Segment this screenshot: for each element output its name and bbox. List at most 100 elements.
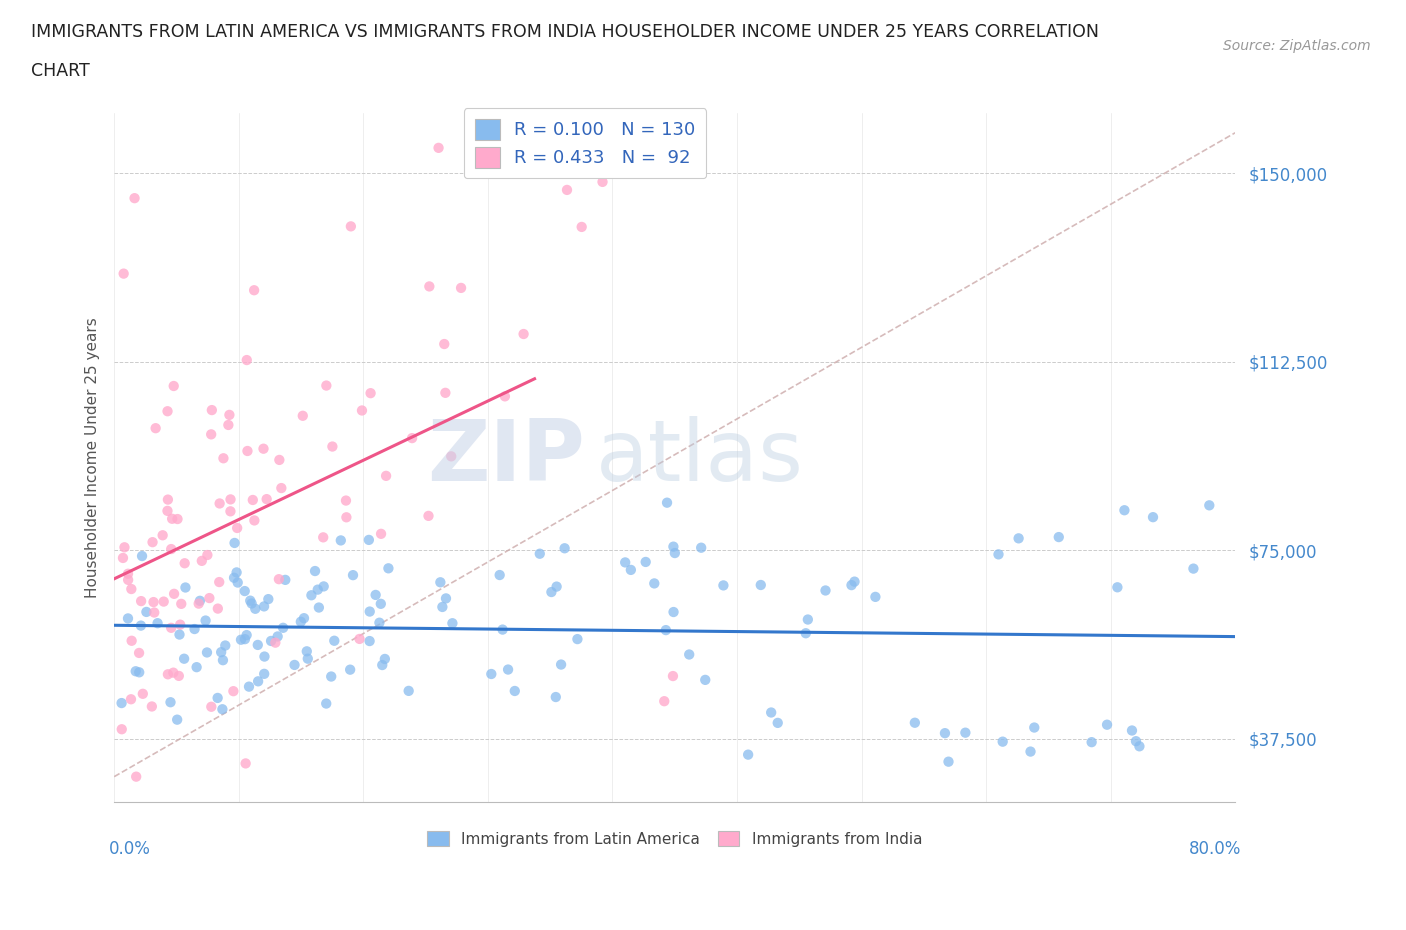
Point (321, 439, 343, 454)
Point (283, 658, 305, 672)
Point (156, 404, 179, 418)
Point (117, 611, 139, 626)
Point (441, 616, 464, 631)
Point (194, 613, 217, 628)
Point (173, 556, 195, 571)
Point (335, 510, 357, 525)
Point (290, 615, 312, 630)
Point (257, 591, 280, 606)
Point (307, 582, 329, 597)
Point (117, 566, 139, 581)
Point (160, 512, 183, 526)
Point (491, 622, 513, 637)
Point (991, 734, 1014, 749)
Point (794, 626, 817, 641)
Point (546, 579, 568, 594)
Point (496, 662, 519, 677)
Point (267, 572, 290, 587)
Point (253, 599, 276, 614)
Point (129, 618, 152, 633)
Point (162, 665, 184, 680)
Point (142, 594, 165, 609)
Text: ZIP: ZIP (427, 416, 585, 498)
Point (235, 628, 257, 643)
Point (163, 379, 186, 393)
Point (1007, 531, 1029, 546)
Point (432, 600, 454, 615)
Point (236, 352, 259, 367)
Point (125, 664, 148, 679)
Point (643, 576, 665, 591)
Point (233, 631, 256, 646)
Text: 0.0%: 0.0% (108, 840, 150, 857)
Point (173, 651, 195, 666)
Point (1019, 744, 1042, 759)
Point (371, 658, 394, 672)
Point (664, 546, 686, 561)
Point (235, 756, 257, 771)
Point (229, 632, 252, 647)
Point (224, 536, 246, 551)
Point (1080, 735, 1102, 750)
Point (655, 623, 678, 638)
Point (374, 652, 396, 667)
Point (370, 596, 392, 611)
Point (207, 601, 229, 616)
Point (152, 528, 174, 543)
Point (209, 644, 232, 659)
Point (938, 754, 960, 769)
Point (297, 651, 319, 666)
Point (117, 573, 139, 588)
Point (195, 548, 218, 563)
Point (125, 769, 148, 784)
Point (759, 705, 782, 720)
Point (110, 696, 132, 711)
Point (614, 555, 637, 570)
Point (195, 645, 218, 660)
Point (315, 379, 337, 393)
Point (239, 593, 262, 608)
Point (219, 504, 242, 519)
Point (1198, 498, 1220, 512)
Point (124, 191, 146, 206)
Text: atlas: atlas (596, 416, 804, 498)
Point (652, 694, 675, 709)
Point (243, 513, 266, 528)
Point (269, 453, 291, 468)
Point (1142, 510, 1164, 525)
Point (349, 631, 371, 646)
Point (208, 496, 231, 511)
Point (186, 659, 208, 674)
Point (766, 715, 789, 730)
Point (427, 140, 450, 155)
Point (242, 493, 264, 508)
Point (329, 533, 352, 548)
Point (233, 584, 256, 599)
Point (270, 481, 292, 496)
Text: 80.0%: 80.0% (1188, 840, 1240, 857)
Point (169, 618, 191, 632)
Point (170, 596, 193, 611)
Text: IMMIGRANTS FROM LATIN AMERICA VS IMMIGRANTS FROM INDIA HOUSEHOLDER INCOME UNDER : IMMIGRANTS FROM LATIN AMERICA VS IMMIGRA… (31, 23, 1099, 41)
Point (141, 535, 163, 550)
Point (274, 573, 297, 588)
Point (655, 496, 678, 511)
Point (226, 521, 249, 536)
Point (128, 665, 150, 680)
Point (797, 612, 820, 627)
Point (479, 667, 502, 682)
Point (620, 563, 643, 578)
Point (359, 633, 381, 648)
Point (1128, 738, 1150, 753)
Point (503, 684, 526, 698)
Text: CHART: CHART (31, 62, 90, 80)
Point (321, 669, 343, 684)
Point (146, 616, 169, 631)
Point (814, 583, 837, 598)
Point (236, 444, 259, 458)
Point (135, 604, 157, 619)
Point (226, 575, 249, 590)
Legend: Immigrants from Latin America, Immigrants from India: Immigrants from Latin America, Immigrant… (422, 825, 928, 853)
Point (253, 649, 276, 664)
Point (555, 182, 578, 197)
